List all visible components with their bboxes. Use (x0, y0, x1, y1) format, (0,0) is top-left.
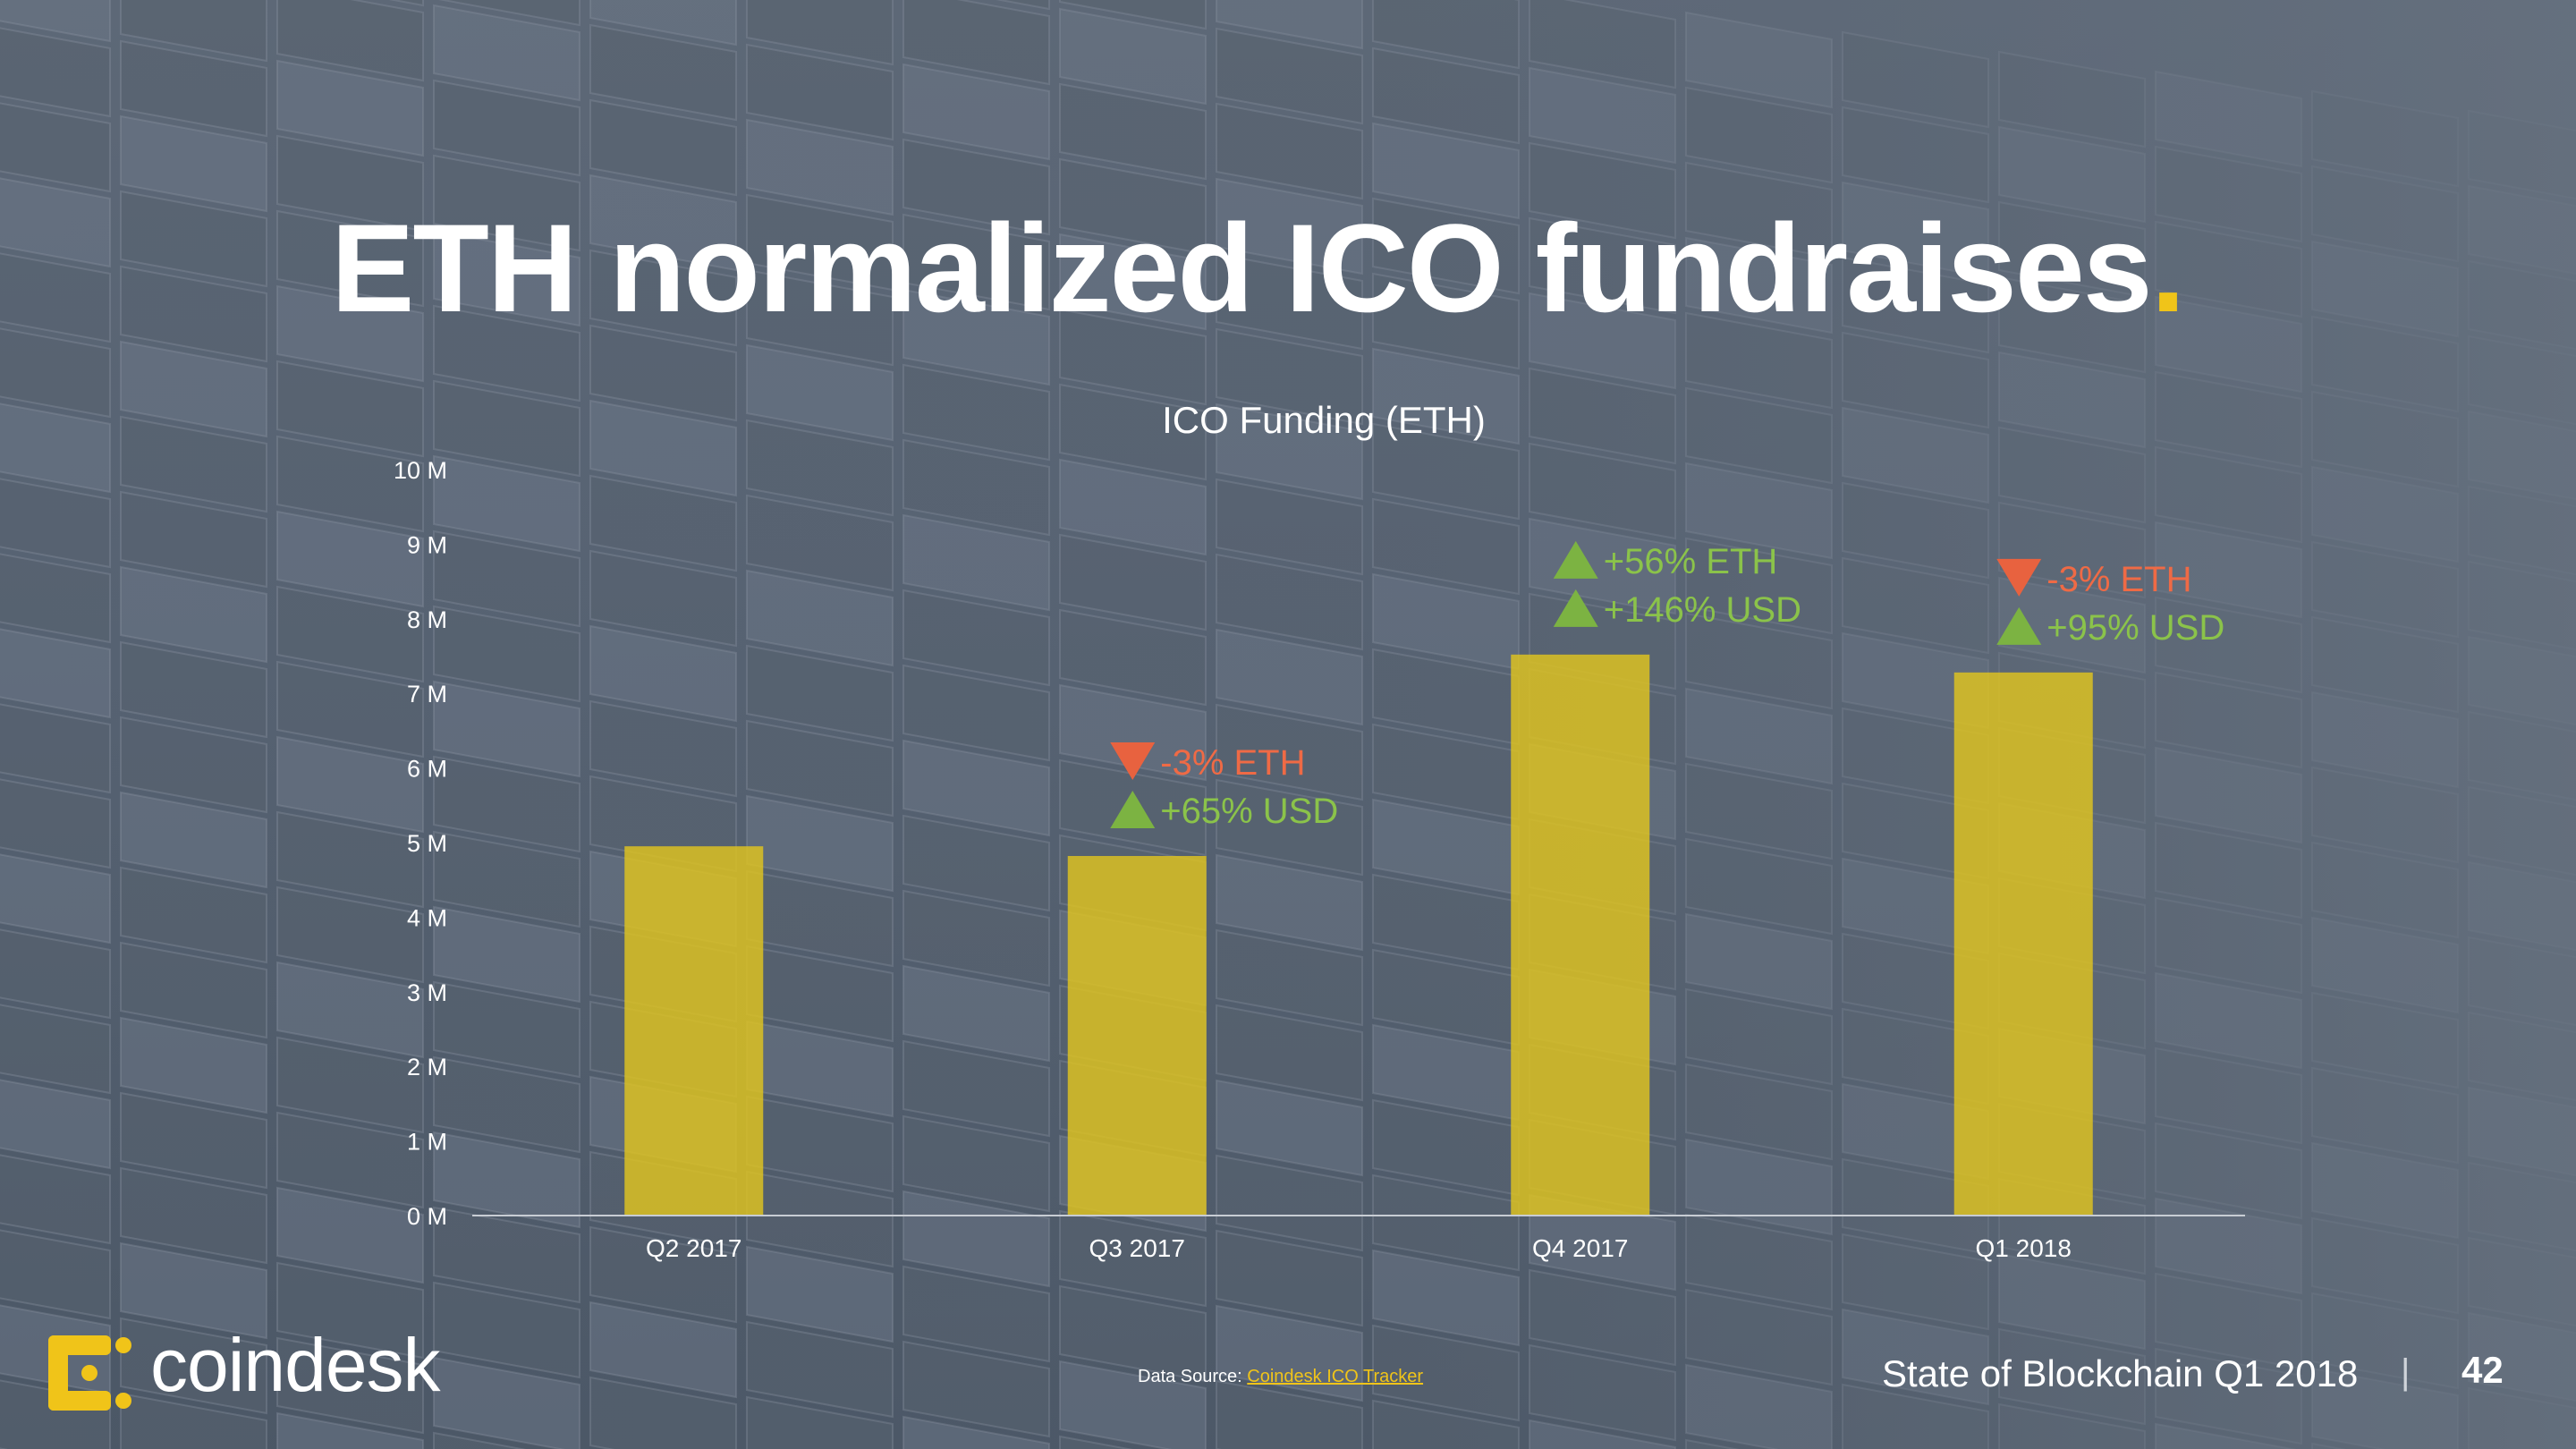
brand-name: coindesk (150, 1323, 441, 1407)
bar (1511, 654, 1650, 1216)
up-arrow-icon (1110, 791, 1156, 829)
y-tick-label: 3 M (407, 979, 447, 1006)
bar (624, 846, 764, 1216)
y-tick-label: 0 M (407, 1203, 447, 1230)
down-arrow-icon (1110, 742, 1156, 781)
x-tick-label: Q3 2017 (1089, 1234, 1185, 1262)
change-label: -3% ETH (1160, 743, 1305, 783)
change-label: +146% USD (1604, 590, 1801, 630)
change-label: +65% USD (1160, 792, 1338, 831)
change-label: +95% USD (2046, 608, 2224, 648)
y-tick-label: 10 M (394, 457, 447, 484)
bars (624, 654, 2093, 1216)
y-tick-label: 7 M (407, 681, 447, 708)
x-tick-label: Q4 2017 (1532, 1234, 1628, 1262)
chart-title: ICO Funding (ETH) (1162, 399, 1486, 441)
x-axis: Q2 2017 Q3 2017 Q4 2017 Q1 2018 (646, 1234, 2072, 1262)
y-tick-label: 8 M (407, 606, 447, 633)
y-tick-label: 2 M (407, 1054, 447, 1080)
down-arrow-icon (1996, 558, 2042, 597)
y-axis: 0 M 1 M 2 M 3 M 4 M 5 M 6 M 7 M 8 M 9 M 10 M (394, 457, 447, 1230)
data-source: Data Source: Coindesk ICO Tracker (1138, 1367, 1423, 1387)
change-label: -3% ETH (2046, 560, 2191, 599)
up-arrow-icon (1553, 540, 1598, 579)
change-label: +56% ETH (1604, 542, 1778, 581)
coindesk-logo-icon (48, 1335, 131, 1411)
change-annotations: -3% ETH +65% USD +56% ETH +146% USD -3% ETH +… (1110, 540, 2224, 831)
source-label: Data Source: (1138, 1367, 1242, 1386)
bar (1067, 856, 1207, 1216)
y-tick-label: 9 M (407, 531, 447, 558)
up-arrow-icon (1996, 606, 2042, 645)
y-tick-label: 6 M (407, 756, 447, 783)
source-link[interactable]: Coindesk ICO Tracker (1247, 1367, 1424, 1386)
y-tick-label: 5 M (407, 830, 447, 857)
bar (1953, 672, 2093, 1216)
slide-title: ETH normalized ICO fundraises. (331, 198, 2186, 338)
y-tick-label: 1 M (407, 1129, 447, 1156)
up-arrow-icon (1553, 589, 1598, 627)
x-tick-label: Q2 2017 (646, 1234, 741, 1262)
page-number: 42 (2462, 1349, 2504, 1391)
y-tick-label: 4 M (407, 904, 447, 931)
x-tick-label: Q1 2018 (1976, 1234, 2072, 1262)
report-title: State of Blockchain Q1 2018 (1882, 1352, 2359, 1394)
footer-separator: | (2401, 1352, 2411, 1392)
